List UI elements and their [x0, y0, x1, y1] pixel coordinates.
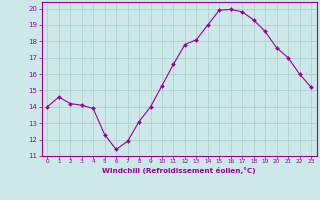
X-axis label: Windchill (Refroidissement éolien,°C): Windchill (Refroidissement éolien,°C) — [102, 167, 256, 174]
